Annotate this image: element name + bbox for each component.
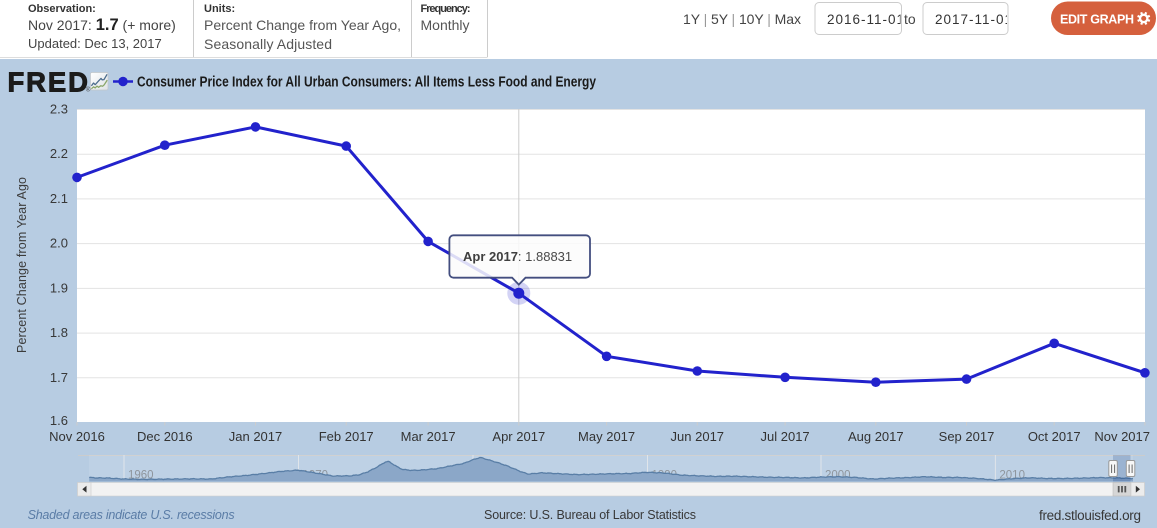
- svg-text:Aug 2017: Aug 2017: [848, 429, 904, 444]
- svg-text:May 2017: May 2017: [578, 429, 635, 444]
- svg-text:1.8: 1.8: [50, 325, 68, 340]
- svg-text:Observation:: Observation:: [28, 3, 96, 15]
- svg-text:Jan 2017: Jan 2017: [229, 429, 283, 444]
- svg-text:1Y | 5Y | 10Y | Max: 1Y | 5Y | 10Y | Max: [683, 11, 801, 27]
- svg-text:Nov 2016: Nov 2016: [49, 429, 105, 444]
- svg-text:Apr 2017: 1.88831: Apr 2017: 1.88831: [463, 249, 572, 264]
- svg-text:EDIT GRAPH: EDIT GRAPH: [1060, 13, 1134, 27]
- svg-text:2.1: 2.1: [50, 191, 68, 206]
- svg-text:®: ®: [86, 86, 91, 94]
- svg-text:FRED: FRED: [8, 67, 89, 98]
- svg-text:2.3: 2.3: [50, 102, 68, 117]
- svg-text:Percent Change from Year Ago,: Percent Change from Year Ago,: [204, 17, 401, 33]
- svg-text:Shaded areas indicate U.S. rec: Shaded areas indicate U.S. recessions: [28, 508, 235, 522]
- svg-text:1.7: 1.7: [50, 370, 68, 385]
- svg-text:2016-11-01: 2016-11-01: [827, 12, 905, 27]
- svg-text:2017-11-01: 2017-11-01: [935, 12, 1013, 27]
- svg-text:Feb 2017: Feb 2017: [319, 429, 374, 444]
- svg-text:2.0: 2.0: [50, 236, 68, 251]
- svg-text:Apr 2017: Apr 2017: [492, 429, 545, 444]
- svg-text:fred.stlouisfed.org: fred.stlouisfed.org: [1039, 508, 1141, 523]
- svg-text:to: to: [904, 11, 916, 27]
- svg-text:Consumer Price Index for All U: Consumer Price Index for All Urban Consu…: [137, 75, 596, 91]
- svg-text:Updated: Dec 13, 2017: Updated: Dec 13, 2017: [28, 36, 162, 51]
- svg-text:Frequency:: Frequency:: [421, 3, 471, 15]
- svg-text:Percent Change from Year Ago: Percent Change from Year Ago: [15, 177, 29, 353]
- svg-text:Mar 2017: Mar 2017: [401, 429, 456, 444]
- svg-text:Jun 2017: Jun 2017: [671, 429, 725, 444]
- svg-text:2.2: 2.2: [50, 146, 68, 161]
- svg-text:Dec 2016: Dec 2016: [137, 429, 193, 444]
- svg-text:Source: U.S. Bureau of Labor S: Source: U.S. Bureau of Labor Statistics: [484, 508, 696, 522]
- svg-text:Nov 2017: Nov 2017: [1094, 429, 1150, 444]
- svg-text:Monthly: Monthly: [421, 17, 470, 33]
- svg-text:Units:: Units:: [204, 3, 235, 15]
- svg-text:Sep 2017: Sep 2017: [939, 429, 995, 444]
- svg-text:Nov 2017: 1.7 (+ more): Nov 2017: 1.7 (+ more): [28, 16, 176, 34]
- svg-text:Oct 2017: Oct 2017: [1028, 429, 1081, 444]
- svg-text:Seasonally Adjusted: Seasonally Adjusted: [204, 36, 332, 52]
- svg-text:1.6: 1.6: [50, 413, 68, 428]
- svg-text:1.9: 1.9: [50, 280, 68, 295]
- svg-text:Jul 2017: Jul 2017: [761, 429, 810, 444]
